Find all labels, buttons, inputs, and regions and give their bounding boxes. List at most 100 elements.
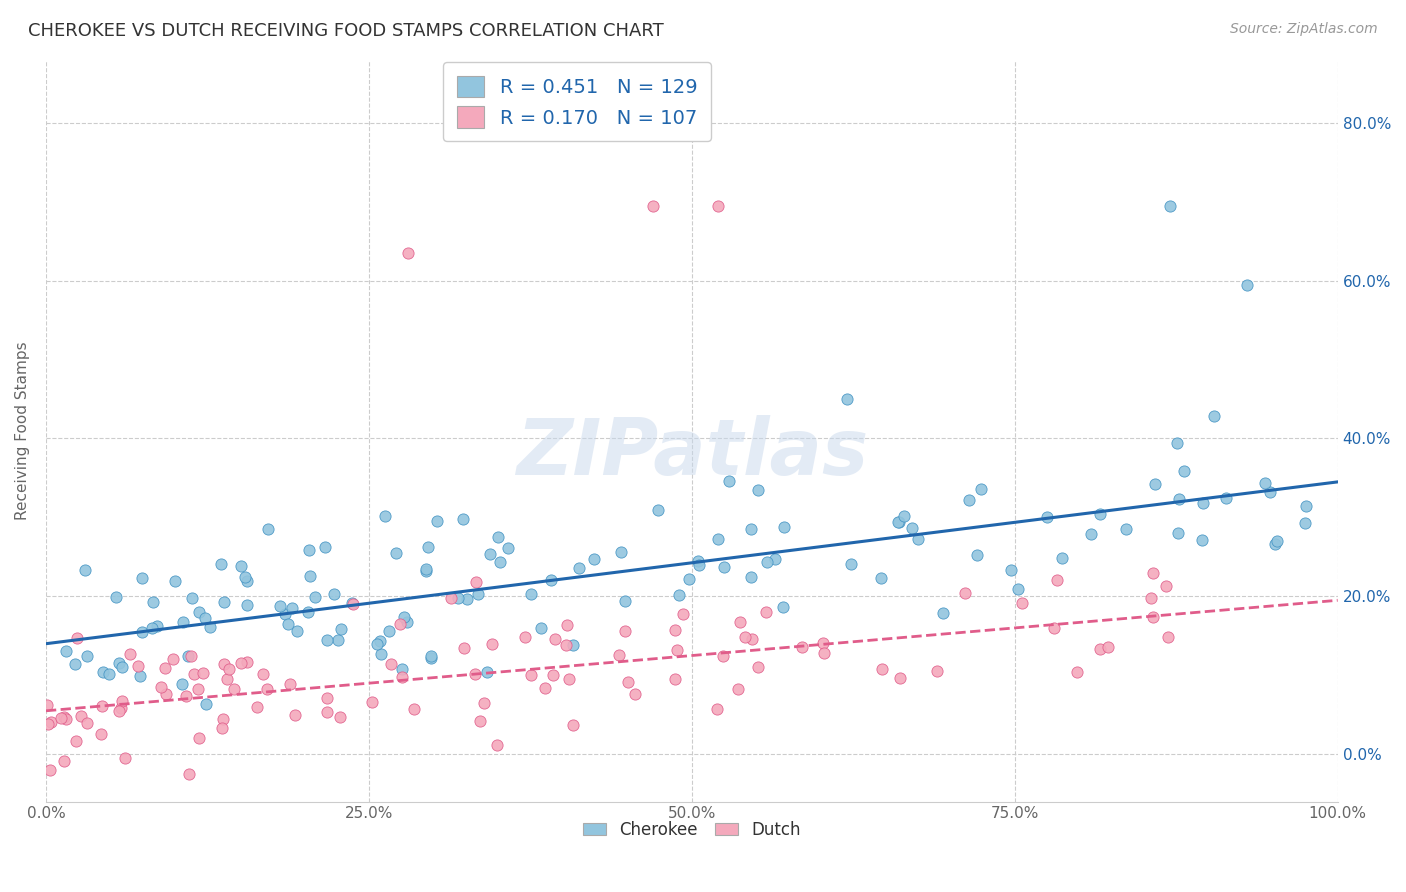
Point xyxy=(396,615,419,629)
Point xyxy=(756,555,779,569)
Point xyxy=(416,540,439,554)
Point xyxy=(198,620,221,634)
Point xyxy=(179,767,201,781)
Point xyxy=(734,630,756,644)
Point xyxy=(453,641,475,656)
Point xyxy=(149,680,172,694)
Point xyxy=(1042,621,1064,635)
Point xyxy=(927,665,949,679)
Point xyxy=(1236,277,1258,292)
Point xyxy=(772,599,794,614)
Point xyxy=(426,514,449,528)
Point xyxy=(183,667,205,681)
Point xyxy=(1192,496,1215,510)
Point xyxy=(966,548,988,562)
Point xyxy=(472,697,495,711)
Point xyxy=(641,199,664,213)
Point xyxy=(688,554,710,568)
Point xyxy=(129,669,152,683)
Point xyxy=(111,694,134,708)
Point xyxy=(706,702,728,716)
Point xyxy=(887,516,910,530)
Point xyxy=(870,662,893,676)
Point xyxy=(1202,409,1225,423)
Point xyxy=(467,587,489,601)
Point xyxy=(380,657,402,672)
Point xyxy=(90,727,112,741)
Point xyxy=(66,631,89,645)
Text: Source: ZipAtlas.com: Source: ZipAtlas.com xyxy=(1230,22,1378,37)
Point xyxy=(672,607,695,621)
Point xyxy=(326,632,349,647)
Point xyxy=(361,695,384,709)
Point xyxy=(478,547,501,561)
Point xyxy=(39,763,62,777)
Point xyxy=(555,618,578,632)
Point xyxy=(370,647,392,661)
Point xyxy=(534,681,557,695)
Point xyxy=(568,561,591,575)
Point xyxy=(172,615,194,629)
Point xyxy=(76,649,98,664)
Point xyxy=(647,502,669,516)
Point xyxy=(177,648,200,663)
Point xyxy=(37,716,59,731)
Point xyxy=(52,754,75,768)
Point xyxy=(713,560,735,574)
Point xyxy=(91,698,114,713)
Point xyxy=(727,681,749,696)
Point xyxy=(281,601,304,615)
Point xyxy=(187,605,209,619)
Point xyxy=(953,586,976,600)
Point xyxy=(131,571,153,585)
Point xyxy=(316,690,339,705)
Point xyxy=(236,655,259,669)
Point xyxy=(624,687,647,701)
Point xyxy=(110,701,132,715)
Y-axis label: Receiving Food Stamps: Receiving Food Stamps xyxy=(15,342,30,520)
Point xyxy=(741,632,763,646)
Point xyxy=(194,611,217,625)
Point xyxy=(98,666,121,681)
Point xyxy=(297,543,319,558)
Point xyxy=(688,558,710,573)
Point xyxy=(91,665,114,679)
Point xyxy=(299,569,322,583)
Point xyxy=(108,704,131,718)
Point xyxy=(893,509,915,524)
Point xyxy=(195,697,218,711)
Point xyxy=(477,665,499,680)
Point xyxy=(415,564,437,578)
Point xyxy=(1159,199,1181,213)
Point xyxy=(391,669,413,683)
Point xyxy=(486,530,509,544)
Point xyxy=(519,587,541,601)
Point xyxy=(555,638,578,652)
Point xyxy=(607,648,630,662)
Point xyxy=(835,392,858,406)
Point xyxy=(235,574,257,588)
Point xyxy=(541,667,564,681)
Point xyxy=(1264,537,1286,551)
Point xyxy=(957,492,980,507)
Point xyxy=(1050,551,1073,566)
Point xyxy=(530,621,553,635)
Point xyxy=(52,709,75,723)
Point xyxy=(447,591,470,605)
Point xyxy=(1166,435,1188,450)
Point xyxy=(557,672,579,686)
Point xyxy=(451,512,474,526)
Text: ZIPatlas: ZIPatlas xyxy=(516,415,868,491)
Point xyxy=(610,545,633,559)
Point xyxy=(329,710,352,724)
Point xyxy=(378,624,401,639)
Point xyxy=(75,562,97,576)
Point xyxy=(297,605,319,619)
Point xyxy=(707,532,730,546)
Point xyxy=(55,712,77,726)
Point xyxy=(1139,591,1161,606)
Point xyxy=(155,661,177,675)
Point xyxy=(76,715,98,730)
Point xyxy=(388,616,411,631)
Point xyxy=(172,677,194,691)
